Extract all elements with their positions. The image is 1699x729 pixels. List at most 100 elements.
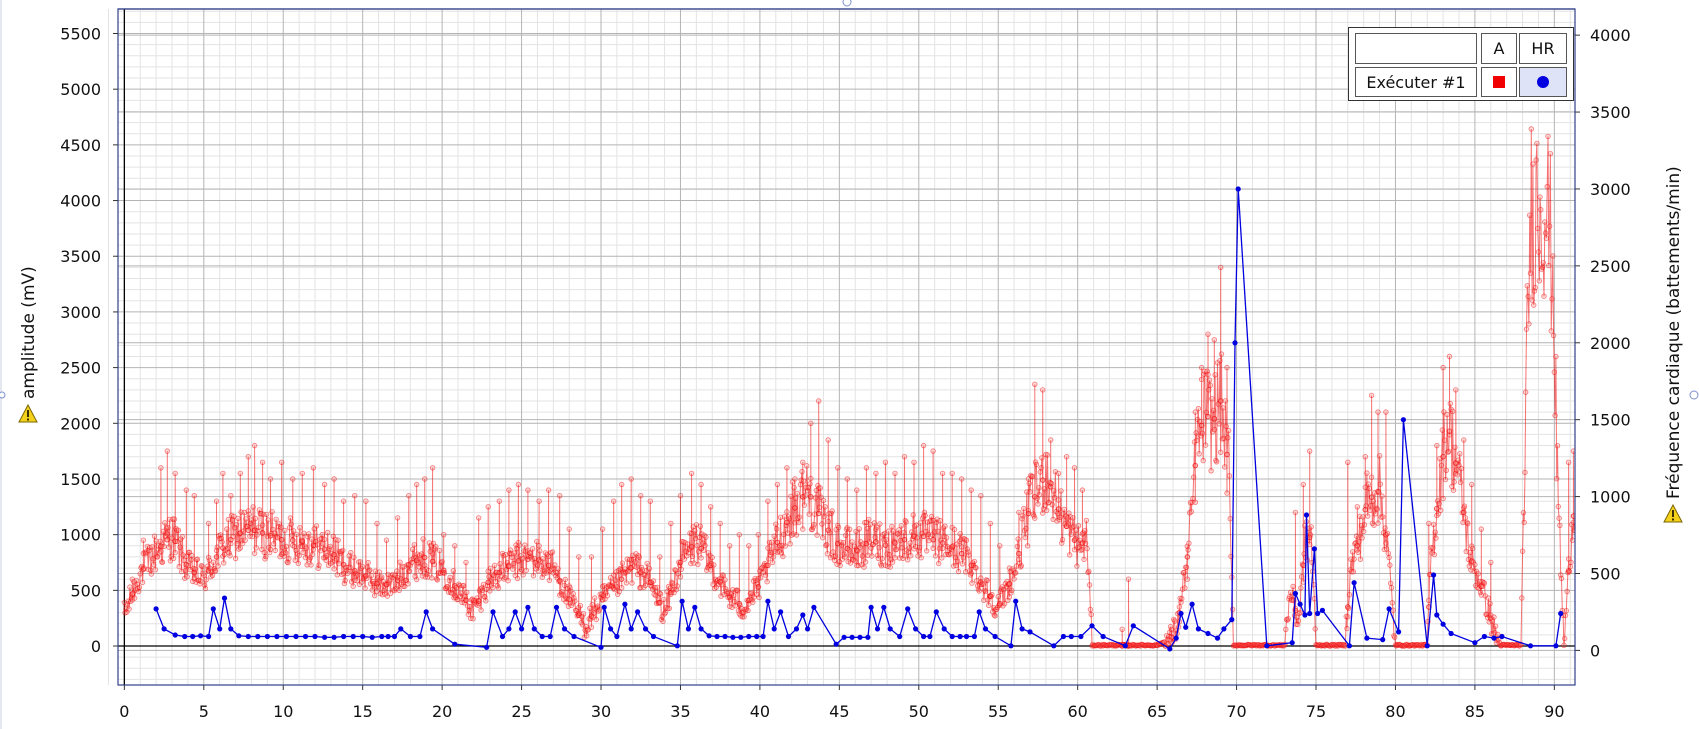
hr-point — [888, 626, 893, 631]
amplitude-point — [661, 619, 666, 624]
amplitude-point — [770, 540, 775, 545]
amplitude-point — [1358, 557, 1363, 562]
hr-point — [765, 599, 770, 604]
amplitude-point — [772, 534, 777, 539]
amplitude-point — [751, 600, 756, 605]
amplitude-point — [960, 562, 965, 567]
amplitude-point — [1535, 226, 1540, 231]
amplitude-point — [414, 482, 419, 487]
amplitude-point — [1557, 516, 1562, 521]
amplitude-point — [1369, 393, 1374, 398]
amplitude-point — [1299, 586, 1304, 591]
amplitude-point — [423, 555, 428, 560]
resize-handle-top[interactable] — [843, 0, 851, 6]
amplitude-point — [322, 482, 327, 487]
amplitude-point — [1079, 547, 1084, 552]
amplitude-point — [1037, 485, 1042, 490]
amplitude-point — [244, 517, 249, 522]
amplitude-point — [651, 579, 656, 584]
hr-point — [692, 605, 697, 610]
amplitude-point — [701, 548, 706, 553]
amplitude-point — [376, 584, 381, 589]
amplitude-point — [1039, 466, 1044, 471]
amplitude-point — [268, 477, 273, 482]
amplitude-point — [1476, 572, 1481, 577]
amplitude-point — [833, 554, 838, 559]
hr-point — [1347, 643, 1352, 648]
hr-point — [850, 635, 855, 640]
amplitude-point — [797, 515, 802, 520]
amplitude-point — [698, 524, 703, 529]
amplitude-point — [970, 581, 975, 586]
y-left-tick-label: 500 — [70, 581, 101, 600]
hr-point — [1441, 622, 1446, 627]
amplitude-point — [1386, 551, 1391, 556]
amplitude-point — [1050, 502, 1055, 507]
hr-point — [993, 634, 998, 639]
amplitude-point — [1184, 565, 1189, 570]
amplitude-point — [770, 560, 775, 565]
amplitude-point — [140, 580, 145, 585]
amplitude-point — [1199, 377, 1204, 382]
hr-point — [1123, 643, 1128, 648]
amplitude-point — [192, 493, 197, 498]
amplitude-point — [165, 449, 170, 454]
amplitude-point — [380, 575, 385, 580]
amplitude-point — [633, 560, 638, 565]
amplitude-point — [1347, 592, 1352, 597]
amplitude-point — [1060, 537, 1065, 542]
amplitude-point — [195, 557, 200, 562]
amplitude-point — [1543, 231, 1548, 236]
amplitude-point — [836, 525, 841, 530]
legend-run-label: Exécuter #1 — [1355, 67, 1477, 97]
amplitude-point — [287, 556, 292, 561]
amplitude-point — [969, 571, 974, 576]
amplitude-point — [412, 543, 417, 548]
hr-point — [1528, 643, 1533, 648]
amplitude-point — [1489, 560, 1494, 565]
amplitude-point — [229, 493, 234, 498]
hr-point — [905, 606, 910, 611]
amplitude-point — [1071, 516, 1076, 521]
hr-point — [1020, 626, 1025, 631]
amplitude-point — [1523, 390, 1528, 395]
amplitude-point — [325, 530, 330, 535]
amplitude-point — [1056, 471, 1061, 476]
amplitude-point — [241, 529, 246, 534]
amplitude-point — [260, 523, 265, 528]
amplitude-point — [746, 608, 751, 613]
amplitude-point — [356, 573, 361, 578]
legend-col-hr[interactable]: HR — [1519, 33, 1567, 64]
amplitude-point — [250, 534, 255, 539]
amplitude-point — [977, 589, 982, 594]
amplitude-point — [225, 546, 230, 551]
x-tick-label: 0 — [119, 702, 129, 721]
amplitude-point — [1346, 615, 1351, 620]
amplitude-point — [351, 584, 356, 589]
hr-point — [1061, 634, 1066, 639]
amplitude-point — [252, 551, 257, 556]
amplitude-point — [998, 544, 1003, 549]
resize-handle-left[interactable] — [0, 392, 5, 398]
amplitude-point — [600, 527, 605, 532]
amplitude-point — [137, 585, 142, 590]
amplitude-point — [1206, 414, 1211, 419]
legend-hr-marker-cell[interactable] — [1519, 67, 1567, 97]
legend-a-marker-cell[interactable] — [1481, 67, 1517, 97]
amplitude-point — [216, 564, 221, 569]
amplitude-point — [520, 556, 525, 561]
amplitude-point — [931, 449, 936, 454]
amplitude-point — [1448, 401, 1453, 406]
amplitude-point — [1527, 322, 1532, 327]
amplitude-point — [658, 600, 663, 605]
amplitude-point — [1083, 529, 1088, 534]
amplitude-point — [159, 466, 164, 471]
amplitude-point — [1361, 529, 1366, 534]
amplitude-point — [1012, 577, 1017, 582]
amplitude-point — [1375, 507, 1380, 512]
legend-col-a[interactable]: A — [1481, 33, 1517, 64]
amplitude-point — [1527, 213, 1532, 218]
amplitude-point — [941, 541, 946, 546]
resize-handle-right[interactable] — [1690, 391, 1698, 399]
amplitude-point — [1554, 354, 1559, 359]
